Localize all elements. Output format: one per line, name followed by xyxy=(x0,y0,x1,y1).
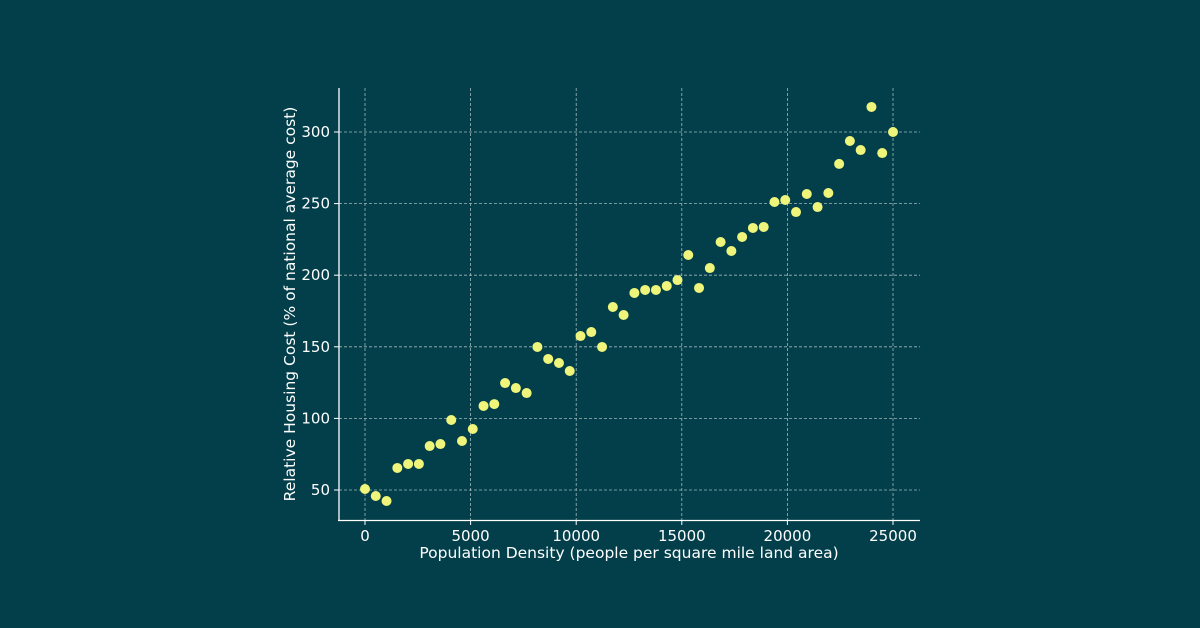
data-point xyxy=(456,436,467,447)
data-point xyxy=(532,341,543,352)
data-point xyxy=(866,101,877,112)
y-tick-label: 200 xyxy=(301,266,330,284)
x-tick-label: 0 xyxy=(360,527,370,545)
data-point xyxy=(618,310,629,321)
data-point xyxy=(747,222,758,233)
data-point xyxy=(855,145,866,156)
data-point xyxy=(521,388,532,399)
data-point xyxy=(586,327,597,338)
y-tick-label: 100 xyxy=(301,409,330,427)
data-point xyxy=(801,189,812,200)
data-point xyxy=(758,221,769,232)
data-point xyxy=(715,236,726,247)
data-point xyxy=(564,366,575,377)
data-point xyxy=(500,378,511,389)
data-point xyxy=(381,496,392,507)
ticks: 0 5000 10000 15000 20000 25000 50 100 150 200 250 3… xyxy=(301,123,917,545)
y-axis-label: Relative Housing Cost (% of national ave… xyxy=(281,107,299,502)
data-point xyxy=(877,148,888,159)
data-point xyxy=(650,284,661,295)
x-axis-label: Population Density (people per square mi… xyxy=(419,544,838,562)
data-point xyxy=(553,357,564,368)
data-point xyxy=(446,414,457,425)
data-point xyxy=(704,263,715,274)
data-point xyxy=(424,441,435,452)
data-point xyxy=(435,439,446,450)
data-point xyxy=(694,282,705,293)
data-point xyxy=(834,158,845,169)
data-point xyxy=(360,483,370,494)
x-tick-label: 5000 xyxy=(452,527,490,545)
x-tick-label: 20000 xyxy=(764,527,812,545)
data-point xyxy=(780,195,791,206)
data-point xyxy=(672,275,683,286)
data-point xyxy=(629,287,640,298)
data-point xyxy=(467,423,478,434)
data-point xyxy=(403,458,414,469)
data-point xyxy=(888,127,898,137)
grid xyxy=(339,88,920,520)
data-point xyxy=(543,353,554,364)
data-point xyxy=(812,202,823,213)
data-points xyxy=(360,101,898,507)
data-point xyxy=(370,491,381,502)
data-point xyxy=(726,245,737,256)
data-point xyxy=(791,207,802,218)
data-point xyxy=(510,383,521,394)
x-tick-label: 15000 xyxy=(658,527,706,545)
data-point xyxy=(737,231,748,242)
data-point xyxy=(683,250,694,261)
data-point xyxy=(607,301,618,312)
data-point xyxy=(640,284,651,295)
y-tick-label: 300 xyxy=(301,123,330,141)
x-tick-label: 10000 xyxy=(552,527,600,545)
data-point xyxy=(478,400,489,411)
data-point xyxy=(823,188,834,199)
x-tick-label: 25000 xyxy=(869,527,917,545)
data-point xyxy=(489,399,500,410)
y-tick-label: 250 xyxy=(301,195,330,213)
data-point xyxy=(844,136,855,147)
y-tick-label: 150 xyxy=(301,338,330,356)
data-point xyxy=(661,280,672,291)
y-tick-label: 50 xyxy=(311,481,330,499)
data-point xyxy=(769,197,780,208)
data-point xyxy=(392,462,403,473)
data-point xyxy=(413,458,424,469)
data-point xyxy=(575,331,586,342)
data-point xyxy=(597,341,608,352)
